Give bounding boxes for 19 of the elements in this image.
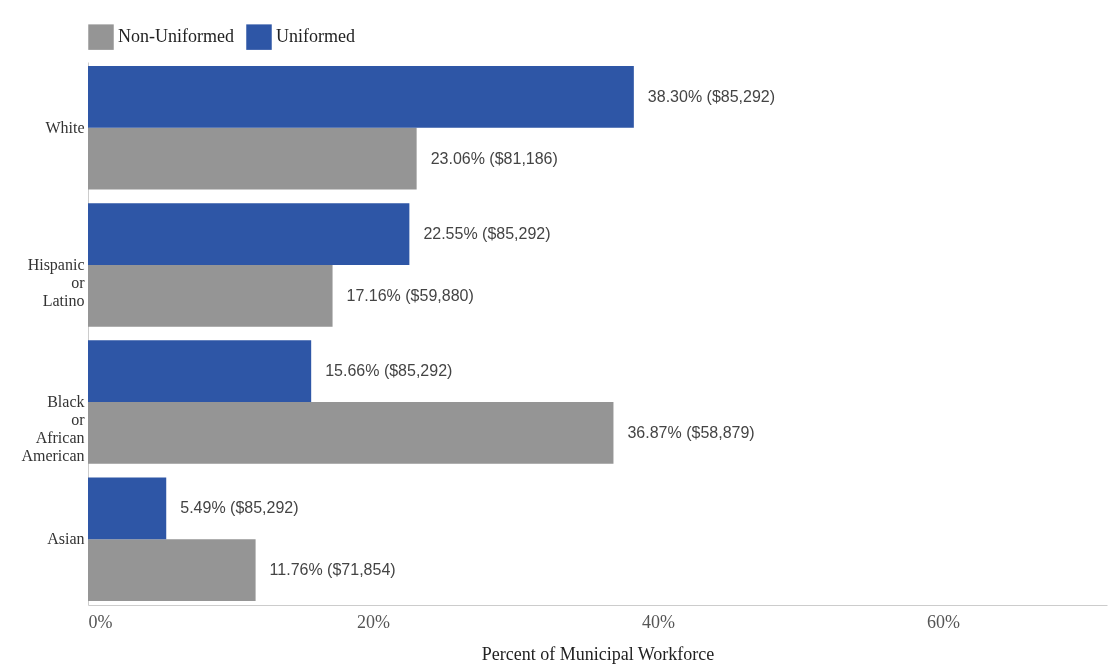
x-axis-title: Percent of Municipal Workforce bbox=[481, 643, 715, 664]
x-tick-label: 20% bbox=[357, 611, 391, 632]
x-tick-label: 60% bbox=[927, 611, 961, 632]
data-label: 11.76% ($71,854) bbox=[269, 561, 396, 579]
x-tick-label: 40% bbox=[642, 611, 676, 632]
y-tick-label: Hispanic or Latino bbox=[27, 255, 86, 309]
data-label: 17.16% ($59,880) bbox=[346, 286, 474, 304]
data-label: 22.55% ($85,292) bbox=[423, 225, 551, 243]
data-label: 36.87% ($58,879) bbox=[627, 423, 755, 441]
legend-label: Uniformed bbox=[276, 26, 355, 47]
y-tick-label: Asian bbox=[47, 530, 85, 548]
data-label: 15.66% ($85,292) bbox=[325, 362, 453, 380]
legend-label: Non-Uniformed bbox=[118, 26, 234, 47]
y-tick-label: Black or African American bbox=[21, 393, 86, 465]
x-tick-label: 0% bbox=[88, 611, 113, 632]
data-label: 23.06% ($81,186) bbox=[430, 149, 558, 167]
data-label: 38.30% ($85,292) bbox=[647, 87, 776, 105]
data-label: 5.49% ($85,292) bbox=[180, 499, 299, 517]
y-tick-label: White bbox=[45, 118, 85, 136]
